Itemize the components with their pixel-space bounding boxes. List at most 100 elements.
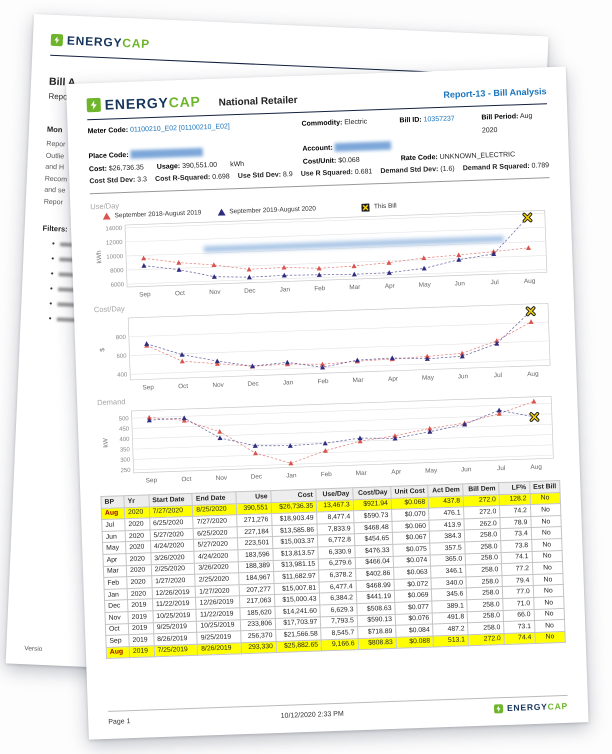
- legend-label: September 2018-August 2019: [114, 209, 202, 220]
- svg-text:Aug: Aug: [524, 278, 536, 285]
- svg-text:10000: 10000: [106, 254, 124, 261]
- svg-text:Jul: Jul: [497, 465, 505, 472]
- svg-text:Apr: Apr: [388, 376, 399, 383]
- chart-plot-svg: 400 600 800 $ Sep Oct Nov Dec Jan Feb Mar Apr May Jun…: [99, 302, 551, 391]
- bill-period-label: Bill Period:: [481, 113, 519, 122]
- page-footer: Page 1 10/12/2020 2:33 PM ENERGYCAP: [107, 694, 569, 727]
- svg-text:Jul: Jul: [490, 279, 498, 286]
- use-day-plot: 6000 8000 10000 12000 14000 kWh Sep Oct Nov Dec Ja…: [91, 207, 553, 301]
- back-page: ENERGYCAP Bill A Repo Mon Repor Outlie and…: [5, 14, 549, 686]
- table-cell: 2019: [128, 633, 154, 647]
- stat-pair: Use Std Dev: 8.9: [237, 171, 293, 181]
- bill-meta: Meter Code: 01100210_E02 [01100210_E02] …: [87, 110, 550, 195]
- energycap-logo: ENERGYCAP: [50, 33, 151, 52]
- table-cell: 2020: [126, 575, 152, 589]
- stat-pair: Use R Squared: 0.681: [300, 168, 373, 179]
- table-cell: 2020: [127, 587, 153, 600]
- table-cell: Jul: [101, 518, 126, 532]
- table-cell: 2020: [126, 564, 152, 577]
- svg-text:450: 450: [119, 427, 130, 433]
- column-header: BP: [100, 495, 125, 509]
- svg-text:600: 600: [116, 354, 127, 360]
- svg-text:Nov: Nov: [209, 289, 221, 296]
- energycap-wordmark: ENERGYCAP: [66, 33, 151, 52]
- table-cell: 8/26/2019: [197, 642, 242, 656]
- legend-item: September 2018-August 2019: [102, 209, 202, 221]
- svg-text:Dec: Dec: [251, 473, 263, 480]
- table-cell: 272.0: [468, 633, 505, 647]
- table-cell: No: [534, 631, 566, 644]
- table-cell: 9,166.6: [321, 638, 359, 652]
- table-cell: 2020: [125, 541, 151, 554]
- triangle-marker-icon: [102, 213, 111, 221]
- table-cell: 2020: [124, 506, 150, 519]
- bill-id-value: 10357237: [423, 115, 455, 124]
- usage-value: 390,551.00: [182, 161, 218, 170]
- stat-pair: Demand R Squared: 0.789: [462, 162, 550, 173]
- svg-text:Jun: Jun: [458, 373, 469, 380]
- meter-code-value: 01100210_E02 [01100210_E02]: [129, 123, 230, 134]
- svg-text:Oct: Oct: [178, 383, 188, 390]
- table-cell: 2020: [124, 518, 150, 531]
- table-cell: Jan: [104, 588, 128, 601]
- svg-text:kW: kW: [102, 437, 109, 447]
- svg-text:6000: 6000: [111, 282, 125, 288]
- chart-plot-svg: 250 300 350 400 450 500 kW Sep Oct Nov Dec Jan Feb Ma…: [102, 395, 554, 484]
- energycap-bolt-icon: [50, 33, 64, 47]
- table-cell: 513.1: [433, 634, 469, 648]
- table-body: Aug 2020 7/27/2020 8/25/2020 390,551 $26,736.…: [101, 492, 566, 659]
- version-text: Versio: [24, 645, 43, 653]
- energycap-logo: ENERGYCAP: [493, 701, 568, 714]
- svg-text:kWh: kWh: [96, 250, 103, 264]
- svg-text:Aug: Aug: [530, 464, 542, 471]
- cost-value: $26,736.35: [108, 164, 144, 173]
- commodity-value: Electric: [344, 118, 368, 127]
- svg-text:Apr: Apr: [385, 283, 396, 290]
- front-page: ENERGYCAP National Retailer Report-13 - …: [66, 66, 589, 740]
- svg-text:Dec: Dec: [247, 380, 259, 387]
- table-cell: 293,330: [241, 641, 277, 654]
- table-cell: Apr: [102, 553, 127, 567]
- charts-section: Use/Day September 2018-August 2019 Septem…: [90, 182, 560, 490]
- svg-text:Dec: Dec: [244, 287, 256, 294]
- account-label: Account:: [302, 144, 333, 153]
- cost-day-chart: Cost/Day 400 600 800 $ Sep Oct Nov Dec Jan Feb Mar…: [94, 289, 557, 394]
- svg-text:300: 300: [120, 458, 131, 464]
- cost-label: Cost:: [88, 165, 108, 174]
- svg-text:8000: 8000: [110, 268, 124, 274]
- svg-text:Mar: Mar: [349, 284, 361, 291]
- commodity-label: Commodity:: [301, 119, 343, 128]
- footer-datetime: 10/12/2020 2:33 PM: [280, 710, 344, 720]
- svg-text:800: 800: [116, 335, 127, 341]
- place-code-label: Place Code:: [88, 152, 129, 161]
- table-cell: 74.4: [504, 632, 536, 645]
- svg-text:Nov: Nov: [212, 382, 224, 389]
- svg-text:$: $: [99, 348, 106, 352]
- svg-text:250: 250: [120, 468, 131, 474]
- bill-history-table: BP Yr Start Date End Date Use Cost Use/Day Cost…: [100, 480, 566, 659]
- rate-code-value: UNKNOWN_ELECTRIC: [439, 151, 516, 161]
- table-cell: 2019: [128, 610, 154, 624]
- stat-pair: Cost Std Dev: 3.3: [89, 176, 148, 186]
- table-cell: 2020: [126, 552, 152, 566]
- chart-plot-svg: 6000 8000 10000 12000 14000 kWh Sep Oct Nov Dec Ja…: [96, 209, 548, 299]
- usage-label: Usage:: [156, 162, 181, 171]
- svg-text:May: May: [425, 467, 438, 474]
- table-cell: 2019: [127, 599, 153, 612]
- table-cell: Aug: [106, 646, 130, 659]
- svg-text:Apr: Apr: [391, 468, 402, 475]
- svg-text:400: 400: [119, 437, 130, 443]
- table-cell: Aug: [101, 507, 125, 520]
- svg-text:Mar: Mar: [352, 377, 364, 384]
- place-code-redacted-value: ██████████████████: [130, 149, 202, 159]
- svg-text:Jan: Jan: [283, 379, 294, 386]
- legend-label: This Bill: [373, 203, 397, 211]
- stat-pair: Demand Std Dev: (1.6): [380, 165, 455, 176]
- use-day-chart: Use/Day September 2018-August 2019 Septem…: [90, 186, 553, 301]
- demand-plot: 250 300 350 400 450 500 kW Sep Oct Nov Dec Jan Feb Ma…: [97, 393, 559, 487]
- stat-pair: Cost R-Squared: 0.698: [154, 173, 230, 184]
- svg-text:14000: 14000: [105, 226, 123, 233]
- report-title: Report-13 - Bill Analysis: [443, 86, 547, 100]
- svg-text:12000: 12000: [106, 240, 124, 247]
